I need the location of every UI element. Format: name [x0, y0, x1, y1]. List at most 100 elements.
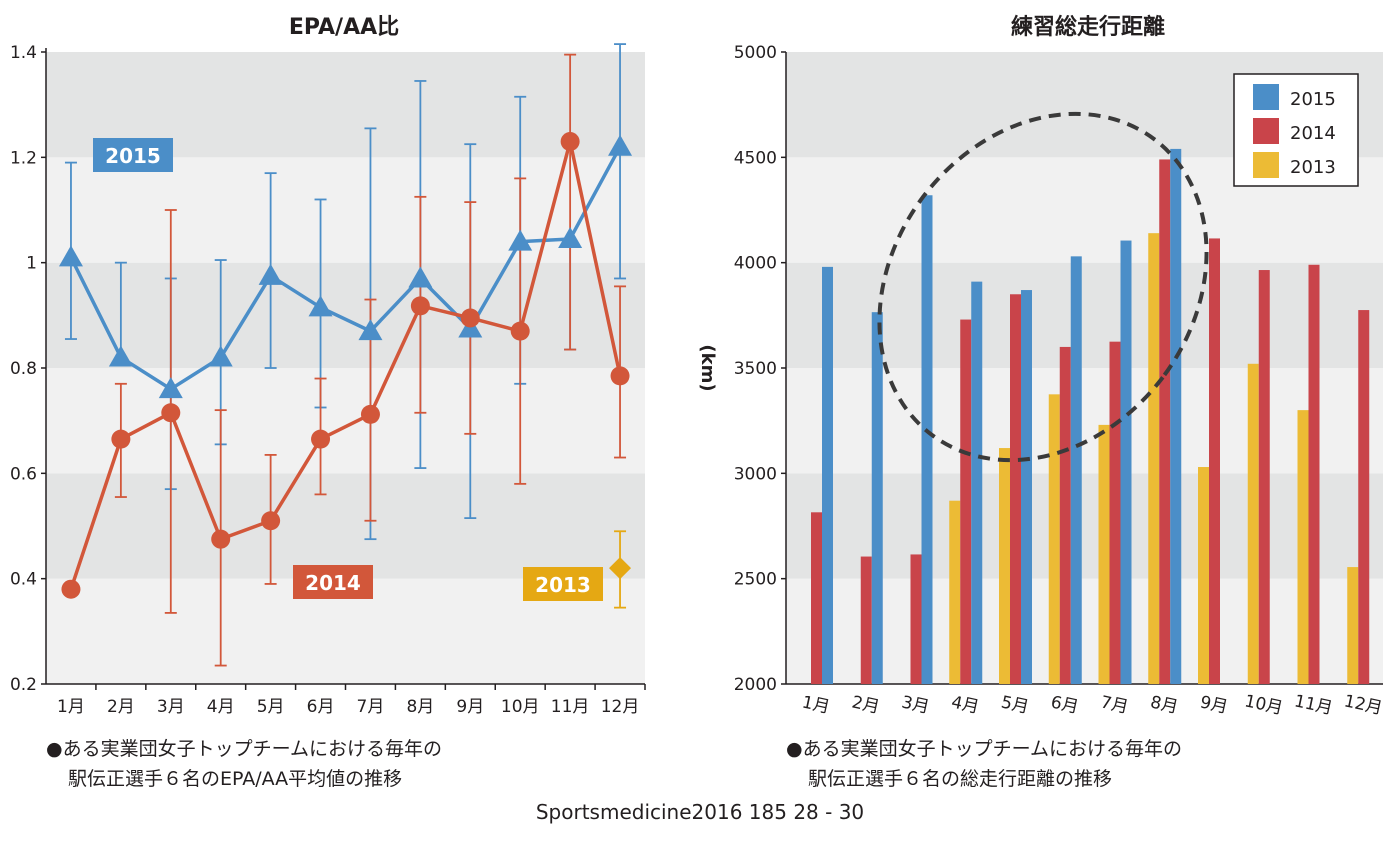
x-tick-label: 3月 — [157, 697, 185, 717]
bar-2014 — [1059, 346, 1071, 684]
label-2013-box — [523, 567, 603, 601]
y-tick-label: 1 — [26, 254, 37, 274]
right-caption: ●ある実業団女子トップチームにおける毎年の 駅伝正選手６名の総走行距離の推移 — [786, 734, 1182, 794]
source-footer: Sportsmedicine2016 185 28 - 30 — [535, 800, 865, 824]
bar-2015 — [1070, 256, 1082, 684]
series-2014-point — [111, 429, 131, 449]
x-tick-label: 9月 — [456, 697, 484, 717]
x-tick-label: 7月 — [1099, 692, 1130, 717]
x-tick-label: 11月 — [551, 697, 590, 717]
x-tick-label: 12月 — [1342, 691, 1384, 719]
y-tick-label: 4000 — [734, 254, 777, 274]
label-2015: 2015 — [105, 144, 161, 168]
x-tick-label: 6月 — [1049, 692, 1080, 717]
bar-2014 — [1109, 341, 1121, 684]
y-tick-label: 0.8 — [10, 359, 37, 379]
bar-2013 — [1148, 233, 1160, 684]
y-tick-label: 0.6 — [10, 464, 37, 484]
bar-2015 — [971, 281, 983, 684]
bar-2015 — [1021, 290, 1032, 684]
bar-2014 — [811, 512, 822, 684]
bar-2013 — [1098, 424, 1110, 684]
x-tick-label: 8月 — [406, 697, 434, 717]
bar-2014 — [1209, 238, 1220, 684]
series-2014-point — [261, 511, 281, 531]
x-tick-label: 4月 — [949, 692, 980, 717]
label-2014: 2014 — [305, 571, 361, 595]
series-2015-point — [108, 345, 133, 367]
series-2014-point — [311, 429, 331, 449]
y-tick-label: 1.4 — [10, 43, 37, 63]
series-2015-point — [208, 345, 233, 367]
band — [46, 368, 645, 474]
bar-2013 — [1297, 410, 1309, 684]
left-caption-line1: ●ある実業団女子トップチームにおける毎年の — [46, 738, 443, 760]
band — [46, 157, 645, 263]
x-tick-label: 8月 — [1148, 692, 1179, 717]
label-2015-box — [93, 138, 173, 172]
y-tick-label: 0.4 — [10, 570, 37, 590]
band — [786, 473, 1383, 579]
x-tick-label: 2月 — [107, 697, 135, 717]
y-tick-label: 2000 — [734, 675, 777, 695]
bar-2014 — [1308, 264, 1320, 684]
series-2015-point — [608, 134, 633, 156]
bar-2013 — [999, 448, 1010, 684]
series-2015-point — [508, 229, 533, 251]
band — [46, 473, 645, 579]
series-2014-point — [460, 308, 480, 328]
bar-2014 — [1358, 310, 1370, 684]
highlight-ellipse — [877, 111, 1209, 463]
legend-swatch-2013 — [1253, 152, 1279, 178]
series-2015-point — [408, 266, 433, 288]
bar-2015 — [1170, 148, 1182, 684]
series-2014-point — [560, 132, 580, 152]
series-2014-point — [410, 296, 430, 316]
series-2015-point — [258, 263, 283, 285]
bar-2014 — [860, 556, 872, 684]
series-2013-point — [609, 557, 632, 580]
bar-2015 — [921, 195, 933, 684]
x-tick-label: 11月 — [1292, 691, 1334, 719]
x-tick-label: 7月 — [357, 697, 385, 717]
series-2014-point — [161, 403, 181, 423]
x-tick-label: 1月 — [57, 697, 85, 717]
series-2014-point — [610, 366, 630, 386]
x-tick-label: 10月 — [501, 697, 540, 717]
x-tick-label: 2月 — [850, 692, 881, 717]
series-2015-point — [158, 377, 183, 399]
legend: 2015 2014 2013 — [1233, 73, 1359, 187]
bar-2014 — [1010, 294, 1021, 684]
distance-chart: 練習総走行距離 2000 2500 3000 3500 4000 4500 5000 1月 2… — [697, 14, 1384, 719]
bar-2014 — [960, 319, 972, 684]
y-tick-label: 1.2 — [10, 148, 37, 168]
x-tick-label: 3月 — [900, 692, 931, 717]
bar-2013 — [1347, 567, 1359, 684]
y-tick-label: 5000 — [734, 43, 777, 63]
series-2014-point — [211, 529, 231, 549]
label-2013: 2013 — [535, 573, 591, 597]
series-2014-point — [510, 321, 530, 341]
series-2015-point — [58, 245, 83, 267]
right-chart-title: 練習総走行距離 — [1011, 14, 1165, 40]
band — [786, 368, 1383, 474]
x-tick-label: 5月 — [257, 697, 285, 717]
band — [46, 262, 645, 368]
bar-2014 — [1159, 159, 1171, 684]
left-chart-title: EPA/AA比 — [289, 15, 399, 40]
bar-2013 — [1198, 467, 1209, 684]
epa-aa-chart: EPA/AA比 0.2 0.4 0.6 0.8 1 1.2 1.4 1月 2月 3月 4月 5月 6月… — [10, 15, 646, 717]
legend-label-2014: 2014 — [1290, 123, 1336, 144]
series-2014-point — [360, 404, 380, 424]
legend-swatch-2014 — [1253, 118, 1279, 144]
bar-2014 — [1258, 270, 1270, 684]
y-tick-label: 4500 — [734, 148, 777, 168]
bar-2015 — [822, 266, 833, 684]
legend-label-2015: 2015 — [1290, 89, 1336, 110]
series-2015-line — [69, 145, 622, 391]
x-tick-label: 5月 — [999, 692, 1030, 717]
right-caption-line2: 駅伝正選手６名の総走行距離の推移 — [808, 768, 1113, 790]
y-tick-label: 3000 — [734, 464, 777, 484]
